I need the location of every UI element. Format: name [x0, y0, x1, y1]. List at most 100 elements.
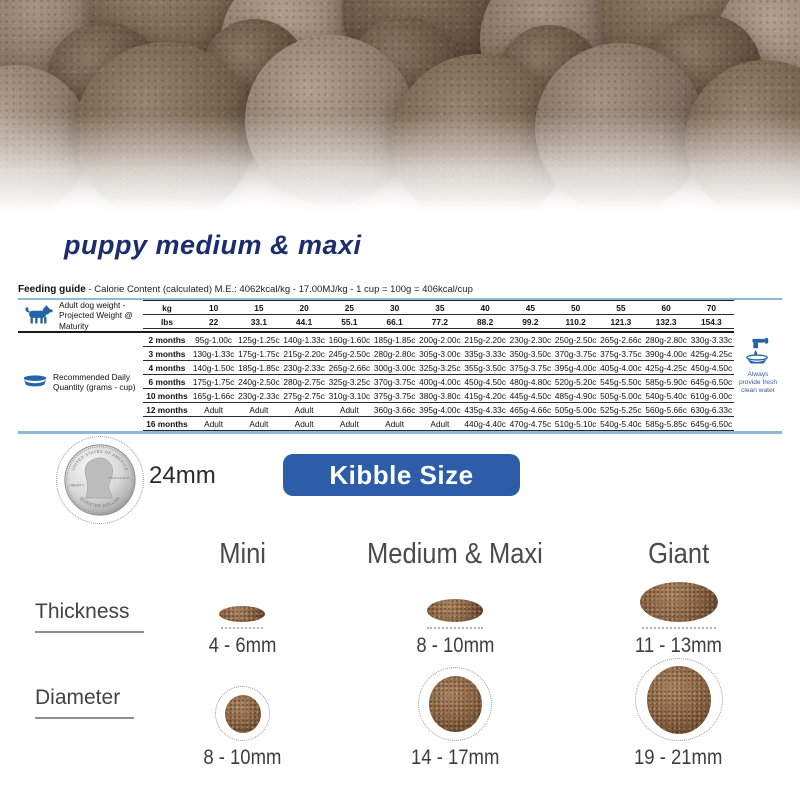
- thickness-giant-value: 11 - 13mm: [635, 634, 722, 657]
- row-label: 10 months: [146, 390, 188, 401]
- table-cell: 560g-5.66c: [645, 404, 687, 415]
- table-cell: 610g-6.00c: [690, 390, 733, 401]
- table-cell: 310g-3.10c: [328, 390, 371, 401]
- table-cell: Adult: [204, 418, 224, 429]
- table-cell: 30: [390, 302, 400, 313]
- table-cell: Adult: [294, 418, 314, 429]
- calorie-note: - Calorie Content (calculated) M.E.: 406…: [85, 284, 473, 295]
- size-column-header-medium-maxi: Medium & Maxi: [367, 538, 543, 570]
- table-row: 4 months 140g-1.50c 185g-1.85c 230g-2.33c 26…: [143, 361, 734, 376]
- table-cell: 125g-1.25c: [238, 334, 280, 345]
- diameter-mini-value: 8 - 10mm: [203, 746, 282, 769]
- diameter-giant-value: 19 - 21mm: [634, 746, 723, 769]
- table-row: 3 months 130g-1.33c 175g-1.75c 215g-2.20c 24…: [143, 347, 734, 362]
- table-cell: 275g-2.75c: [283, 390, 325, 401]
- table-row: 10 months 165g-1.66c 230g-2.33c 275g-2.75c 3…: [143, 389, 734, 404]
- thickness-mini: 4 - 6mm: [204, 582, 281, 658]
- kibble-diameter-mini-illustration: [224, 694, 261, 733]
- table-cell: 375g-3.75c: [509, 362, 552, 373]
- table-row: 12 months Adult Adult Adult Adult 360g-3.66c 3…: [143, 403, 734, 418]
- table-cell: 405g-4.00c: [600, 362, 642, 373]
- table-cell: 10: [209, 302, 219, 313]
- measure-line: [221, 627, 264, 629]
- month-rows: 2 months 95g-1.00c 125g-1.25c 140g-1.33c 160…: [143, 333, 734, 432]
- coin-size-reference: UNITED STATES OF AMERICA QUARTER DOLLAR …: [56, 436, 144, 524]
- table-cell: 375g-3.75c: [373, 390, 416, 401]
- table-cell: 20: [299, 302, 309, 313]
- table-cell: 230g-2.33c: [283, 362, 325, 373]
- table-cell: 330g-3.33c: [690, 334, 733, 345]
- table-cell: 66.1: [386, 316, 403, 327]
- table-cell: 99.2: [522, 316, 539, 327]
- table-cell: 325g-3.25c: [328, 376, 371, 387]
- measure-ring: [215, 686, 270, 741]
- table-cell: 25: [344, 302, 354, 313]
- table-cell: 55: [616, 302, 626, 313]
- table-cell: 450g-4.50c: [690, 362, 733, 373]
- table-cell: 545g-5.50c: [600, 376, 642, 387]
- kibble-size-banner-label: Kibble Size: [329, 459, 474, 490]
- table-cell: 280g-2.80c: [373, 348, 416, 359]
- water-note-block: Always provide fresh clean water: [734, 300, 782, 431]
- quantity-label-block: Recommended Daily Quantity (grams - cup): [18, 333, 143, 431]
- table-cell: 510g-5.10c: [554, 418, 597, 429]
- size-column-header-giant: Giant: [647, 538, 709, 570]
- table-cell: 15: [254, 302, 264, 313]
- table-row: 6 months 175g-1.75c 240g-2.50c 280g-2.75c 32…: [143, 375, 734, 390]
- table-row: lbs 22 33.1 44.1 55.1 66.1 77.2 88.2 99.2 110.2 12…: [143, 315, 734, 329]
- table-cell: 280g-2.75c: [283, 376, 325, 387]
- table-cell: 200g-2.00c: [419, 334, 461, 345]
- thickness-giant: 11 - 13mm: [629, 582, 728, 658]
- table-row: 16 months Adult Adult Adult Adult Adult Adult 4…: [143, 417, 734, 432]
- weight-label-block: Adult dog weight - Projected Weight @ Ma…: [18, 300, 143, 331]
- size-column-header-mini: Mini: [219, 538, 266, 570]
- washington-profile: [84, 457, 113, 499]
- table-cell: 121.3: [610, 316, 632, 327]
- table-cell: 630g-6.33c: [690, 404, 733, 415]
- diameter-row-label: Diameter: [20, 658, 135, 719]
- kibble-size-grid: Mini Medium & Maxi Giant Thickness 4 - 6…: [20, 538, 782, 770]
- table-cell: 355g-3.50c: [464, 362, 506, 373]
- feeding-guide-table: Adult dog weight - Projected Weight @ Ma…: [18, 298, 782, 435]
- table-cell: 540g-5.40c: [645, 390, 687, 401]
- bowl-icon: [23, 374, 47, 390]
- table-cell: 370g-3.75c: [373, 376, 416, 387]
- table-cell: 485g-4.90c: [554, 390, 597, 401]
- table-cell: 230g-2.30c: [509, 334, 552, 345]
- table-cell: 360g-3.66c: [373, 404, 416, 415]
- table-cell: 70: [706, 302, 716, 313]
- kibble-diameter-giant-illustration: [646, 665, 711, 734]
- white-fade-overlay: [0, 0, 800, 218]
- table-cell: 395g-4.00c: [554, 362, 597, 373]
- table-cell: 435g-4.33c: [464, 404, 506, 415]
- table-cell: 425g-4.25c: [645, 362, 687, 373]
- diameter-giant: 19 - 21mm: [628, 658, 728, 770]
- table-cell: 540g-5.40c: [600, 418, 642, 429]
- row-label: 4 months: [148, 362, 186, 373]
- kibble-size-banner: Kibble Size: [283, 454, 520, 496]
- faucet-icon: [745, 336, 771, 368]
- table-cell: 645g-6.50c: [690, 418, 733, 429]
- kibble-thickness-giant-illustration: [639, 582, 718, 622]
- row-label: 6 months: [148, 376, 186, 387]
- table-cell: Adult: [430, 418, 450, 429]
- coin-liberty-text: LIBERTY: [69, 484, 85, 488]
- table-cell: Adult: [339, 418, 359, 429]
- table-cell: 520g-5.20c: [554, 376, 597, 387]
- table-cell: 44.1: [296, 316, 313, 327]
- table-cell: 45: [525, 302, 535, 313]
- dog-icon: [23, 304, 53, 327]
- table-cell: 505g-5.00c: [600, 390, 642, 401]
- kibble-diameter-medium-illustration: [428, 676, 482, 732]
- thickness-medium-maxi: 8 - 10mm: [411, 582, 500, 658]
- row-label: 12 months: [146, 404, 188, 415]
- table-cell: 154.3: [700, 316, 722, 327]
- table-cell: 395g-4.00c: [419, 404, 461, 415]
- table-row: 2 months 95g-1.00c 125g-1.25c 140g-1.33c 160…: [143, 333, 734, 348]
- kibble-thickness-mini-illustration: [219, 606, 266, 622]
- table-cell: 425g-4.25c: [690, 348, 733, 359]
- feeding-guide-title: Feeding guide: [18, 284, 86, 295]
- table-cell: 130g-1.33c: [192, 348, 235, 359]
- table-cell: 35: [435, 302, 445, 313]
- coin-motto-text: IN GOD WE TRUST: [109, 477, 131, 480]
